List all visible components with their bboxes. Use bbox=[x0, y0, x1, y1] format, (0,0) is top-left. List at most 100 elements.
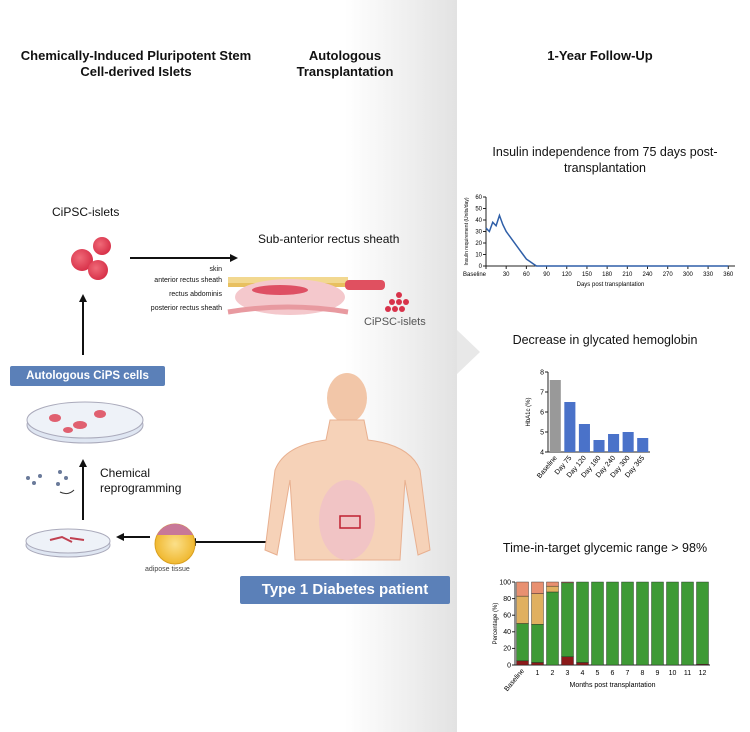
bar-segment bbox=[666, 581, 679, 666]
y-tick-label: 4 bbox=[540, 449, 544, 456]
bar bbox=[608, 434, 620, 452]
bar-segment bbox=[546, 581, 559, 587]
y-tick-label: 7 bbox=[540, 389, 544, 396]
x-tick-label: 10 bbox=[669, 670, 677, 677]
label-box: Autologous CiPS cells bbox=[10, 366, 165, 386]
y-tick-label: 5 bbox=[540, 429, 544, 436]
bar-segment bbox=[516, 581, 529, 597]
x-tick-label: 270 bbox=[663, 272, 674, 278]
x-tick-label: 330 bbox=[703, 272, 714, 278]
islets-small bbox=[385, 292, 409, 312]
data-line bbox=[485, 213, 729, 267]
bar bbox=[593, 440, 605, 452]
molecules bbox=[26, 470, 75, 495]
fibroblast-dish bbox=[25, 528, 111, 558]
x-tick-label: 60 bbox=[523, 272, 530, 278]
x-tick-label: 180 bbox=[602, 272, 613, 278]
y-tick-label: 40 bbox=[475, 218, 482, 224]
y-tick-label: 20 bbox=[503, 646, 511, 653]
x-tick-label: 4 bbox=[581, 670, 585, 677]
bar-segment bbox=[531, 593, 544, 625]
x-tick-label: 300 bbox=[683, 272, 694, 278]
bar bbox=[564, 402, 576, 452]
bar bbox=[622, 432, 634, 452]
bar-segment bbox=[576, 662, 589, 666]
x-tick-label: 90 bbox=[543, 272, 550, 278]
x-axis-label: Days post transplantation bbox=[577, 282, 645, 288]
label: adipose tissue bbox=[145, 566, 190, 573]
y-tick-label: 30 bbox=[475, 230, 482, 236]
bar-segment bbox=[606, 581, 619, 666]
label: CiPSC-islets bbox=[52, 205, 120, 219]
label: Chemical reprogramming bbox=[100, 466, 182, 495]
bar bbox=[549, 380, 561, 452]
x-tick-label: 9 bbox=[656, 670, 660, 677]
bar-segment bbox=[561, 581, 574, 584]
bar-segment bbox=[531, 581, 544, 594]
x-tick-label: 360 bbox=[723, 272, 734, 278]
x-tick-label: Baseline bbox=[503, 668, 526, 693]
y-tick-label: 100 bbox=[499, 579, 511, 586]
chart-title: Time-in-target glycemic range > 98% bbox=[502, 541, 708, 555]
bar-segment bbox=[636, 581, 649, 666]
y-tick-label: 80 bbox=[503, 596, 511, 603]
tissue-section bbox=[227, 277, 385, 315]
bar-segment bbox=[531, 662, 544, 666]
background-band bbox=[345, 0, 457, 732]
header: Chemically-Induced Pluripotent Stem Cell… bbox=[20, 48, 252, 80]
header: 1-Year Follow-Up bbox=[547, 48, 653, 63]
bar-segment bbox=[651, 581, 664, 666]
x-tick-label: Baseline bbox=[463, 272, 487, 278]
x-tick-label: 12 bbox=[699, 670, 707, 677]
y-tick-label: 0 bbox=[479, 264, 483, 270]
x-tick-label: 11 bbox=[684, 670, 691, 677]
arrow-shape bbox=[457, 330, 480, 374]
bar-segment bbox=[696, 581, 709, 665]
x-tick-label: 1 bbox=[536, 670, 540, 677]
chart-title: Decrease in glycated hemoglobin bbox=[512, 333, 698, 347]
x-tick-label: 2 bbox=[551, 670, 555, 677]
y-tick-label: 50 bbox=[475, 207, 482, 213]
y-tick-label: 40 bbox=[503, 629, 511, 636]
bar-segment bbox=[516, 623, 529, 662]
y-axis-label: Insulin requirement (Units/day) bbox=[464, 197, 470, 265]
bar-segment bbox=[681, 581, 694, 666]
adipose-icon bbox=[154, 523, 196, 565]
x-tick-label: 30 bbox=[503, 272, 510, 278]
x-tick-label: 6 bbox=[611, 670, 615, 677]
x-tick-label: 240 bbox=[643, 272, 654, 278]
bar bbox=[578, 424, 590, 452]
header: Autologous Transplantation bbox=[296, 48, 394, 80]
x-tick-label: 120 bbox=[562, 272, 573, 278]
x-axis-label: Months post transplantation bbox=[570, 682, 656, 689]
x-tick-label: 150 bbox=[582, 272, 593, 278]
x-tick-label: 3 bbox=[566, 670, 570, 677]
y-tick-label: 60 bbox=[503, 613, 511, 620]
x-tick-label: 7 bbox=[626, 670, 630, 677]
chart-title: Insulin independence from 75 days post-t… bbox=[492, 145, 718, 175]
islets-icon bbox=[71, 237, 111, 280]
label: anterior rectus sheath bbox=[154, 277, 222, 284]
label: CiPSC-islets bbox=[364, 316, 426, 328]
label: rectus abdominis bbox=[169, 291, 222, 298]
bar-segment bbox=[516, 595, 529, 624]
x-tick-label: 5 bbox=[596, 670, 600, 677]
bar-segment bbox=[546, 591, 559, 666]
y-tick-label: 8 bbox=[540, 369, 544, 376]
bar-segment bbox=[561, 656, 574, 666]
x-tick-label: 8 bbox=[641, 670, 645, 677]
bar-segment bbox=[591, 581, 604, 666]
bar-segment bbox=[546, 585, 559, 593]
label: skin bbox=[209, 266, 222, 273]
y-tick-label: 0 bbox=[507, 662, 511, 669]
bar-segment bbox=[561, 582, 574, 657]
label: posterior rectus sheath bbox=[150, 305, 222, 312]
bar-segment bbox=[576, 581, 589, 663]
y-tick-label: 60 bbox=[475, 195, 482, 201]
bar-segment bbox=[621, 581, 634, 666]
cell-dish bbox=[26, 401, 144, 444]
x-tick-label: Baseline bbox=[536, 455, 559, 480]
y-tick-label: 6 bbox=[540, 409, 544, 416]
